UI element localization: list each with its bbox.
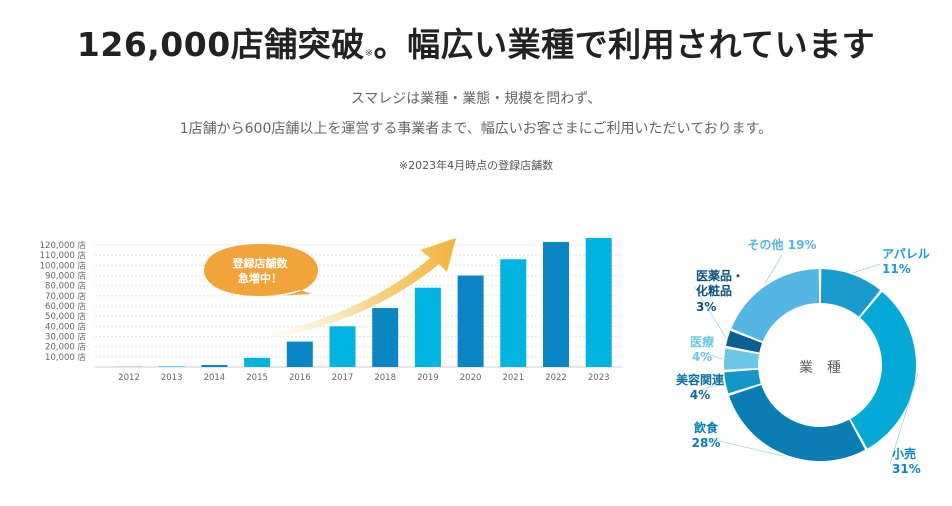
leader-line (693, 285, 727, 338)
slice-label: 飲食 (693, 420, 719, 435)
x-tick-label: 2012 (118, 373, 140, 383)
donut-slice (724, 348, 759, 370)
bar-2021 (500, 259, 527, 367)
x-tick-label: 2015 (246, 373, 268, 383)
leader-line (699, 382, 724, 391)
donut-slice (725, 330, 763, 353)
bar-2022 (543, 241, 569, 367)
x-tick-label: 2022 (545, 373, 567, 383)
slice-value: 4% (692, 350, 712, 364)
y-axis-ticks: 10,000 店20,000 店30,000 店40,000 店50,000 店… (40, 240, 87, 363)
slice-label: 美容関連 (676, 372, 725, 387)
x-axis-ticks: 2012 2013 2014 2015 2016 2017 2018 2019 2020 2021… (118, 373, 609, 383)
slice-label: 医療 (690, 334, 714, 349)
leader-line (764, 254, 783, 285)
x-tick-label: 2014 (204, 373, 226, 383)
x-tick-label: 2016 (289, 373, 311, 383)
y-tick-label: 30,000 店 (45, 332, 86, 343)
y-tick-label: 100,000 店 (40, 260, 87, 271)
donut-slice (724, 369, 761, 394)
x-tick-label: 2018 (374, 373, 396, 383)
industry-donut-chart: アパレル11%小売31%飲食28%美容関連4%医療4%医薬品・化粧品3%その他 … (676, 237, 930, 476)
growth-badge: 登録店舗数 急増中！ (204, 244, 318, 296)
leader-line (705, 437, 785, 457)
headline-rest: 。幅広い業種で利用されています (373, 25, 876, 64)
x-tick-label: 2013 (161, 373, 183, 383)
y-tick-label: 50,000 店 (45, 311, 86, 322)
slice-value: 28% (692, 436, 721, 450)
bar-2016 (286, 341, 313, 367)
description-line-2: 1店舗から600店舗以上を運営する事業者まで、幅広いお客さまにご利用いただいてお… (179, 121, 773, 137)
bar-2019 (414, 287, 441, 367)
slice-label: 医薬品・ (696, 268, 744, 283)
x-tick-label: 2021 (502, 373, 524, 383)
description-line-1: スマレジは業種・業態・規模を問わず、 (350, 91, 602, 107)
donut-slice (850, 291, 916, 449)
badge-bubble (204, 244, 318, 296)
growth-arrow-shape (240, 238, 456, 344)
leader-line (701, 351, 723, 360)
date-footnote: ※2023年4月時点の登録店舗数 (398, 159, 554, 172)
slice-value: 31% (892, 462, 921, 476)
donut-center-label: 業 種 (799, 360, 841, 376)
slice-label: 小売 (892, 446, 916, 461)
badge-text-line2: 急増中！ (238, 271, 282, 285)
slice-value: 11% (882, 262, 911, 276)
donut-slice (729, 384, 866, 462)
x-tick-label: 2017 (332, 373, 354, 383)
bars (116, 237, 612, 367)
bar-2018 (372, 308, 399, 367)
x-tick-label: 2019 (417, 373, 439, 383)
slice-label: その他 19% (748, 237, 817, 252)
donut-slice (731, 269, 820, 342)
bar-2013 (158, 366, 185, 367)
y-tick-label: 110,000 店 (40, 250, 87, 261)
y-tick-label: 40,000 店 (45, 321, 86, 332)
bar-2014 (201, 364, 228, 367)
y-tick-label: 10,000 店 (45, 352, 86, 363)
headline-note-mark: ※ (364, 48, 374, 59)
y-tick-label: 60,000 店 (45, 301, 86, 312)
leader-line (889, 374, 918, 465)
page-headline: 126,000店舗突破※。幅広い業種で利用されています (0, 18, 952, 66)
slice-label: アパレル (882, 247, 930, 261)
bar-2023 (585, 237, 612, 367)
y-tick-label: 70,000 店 (45, 291, 86, 302)
slice-value: 3% (696, 300, 716, 314)
donut-slice (820, 269, 881, 317)
slice-value: 4% (690, 388, 710, 402)
leader-line (853, 263, 881, 274)
y-tick-label: 90,000 店 (45, 271, 86, 282)
bar-2017 (329, 326, 356, 367)
bar-2020 (457, 275, 484, 367)
slice-label-cont: 化粧品 (696, 283, 732, 298)
badge-text-line1: 登録店舗数 (232, 256, 289, 270)
bar-2015 (244, 357, 271, 367)
y-tick-label: 120,000 店 (40, 240, 87, 251)
headline-main: 126,000店舗突破 (76, 25, 365, 64)
x-tick-label: 2023 (588, 373, 610, 383)
growth-arrow (240, 238, 456, 344)
x-tick-label: 2020 (460, 373, 482, 383)
y-tick-label: 80,000 店 (45, 281, 86, 292)
y-tick-label: 20,000 店 (45, 342, 86, 353)
